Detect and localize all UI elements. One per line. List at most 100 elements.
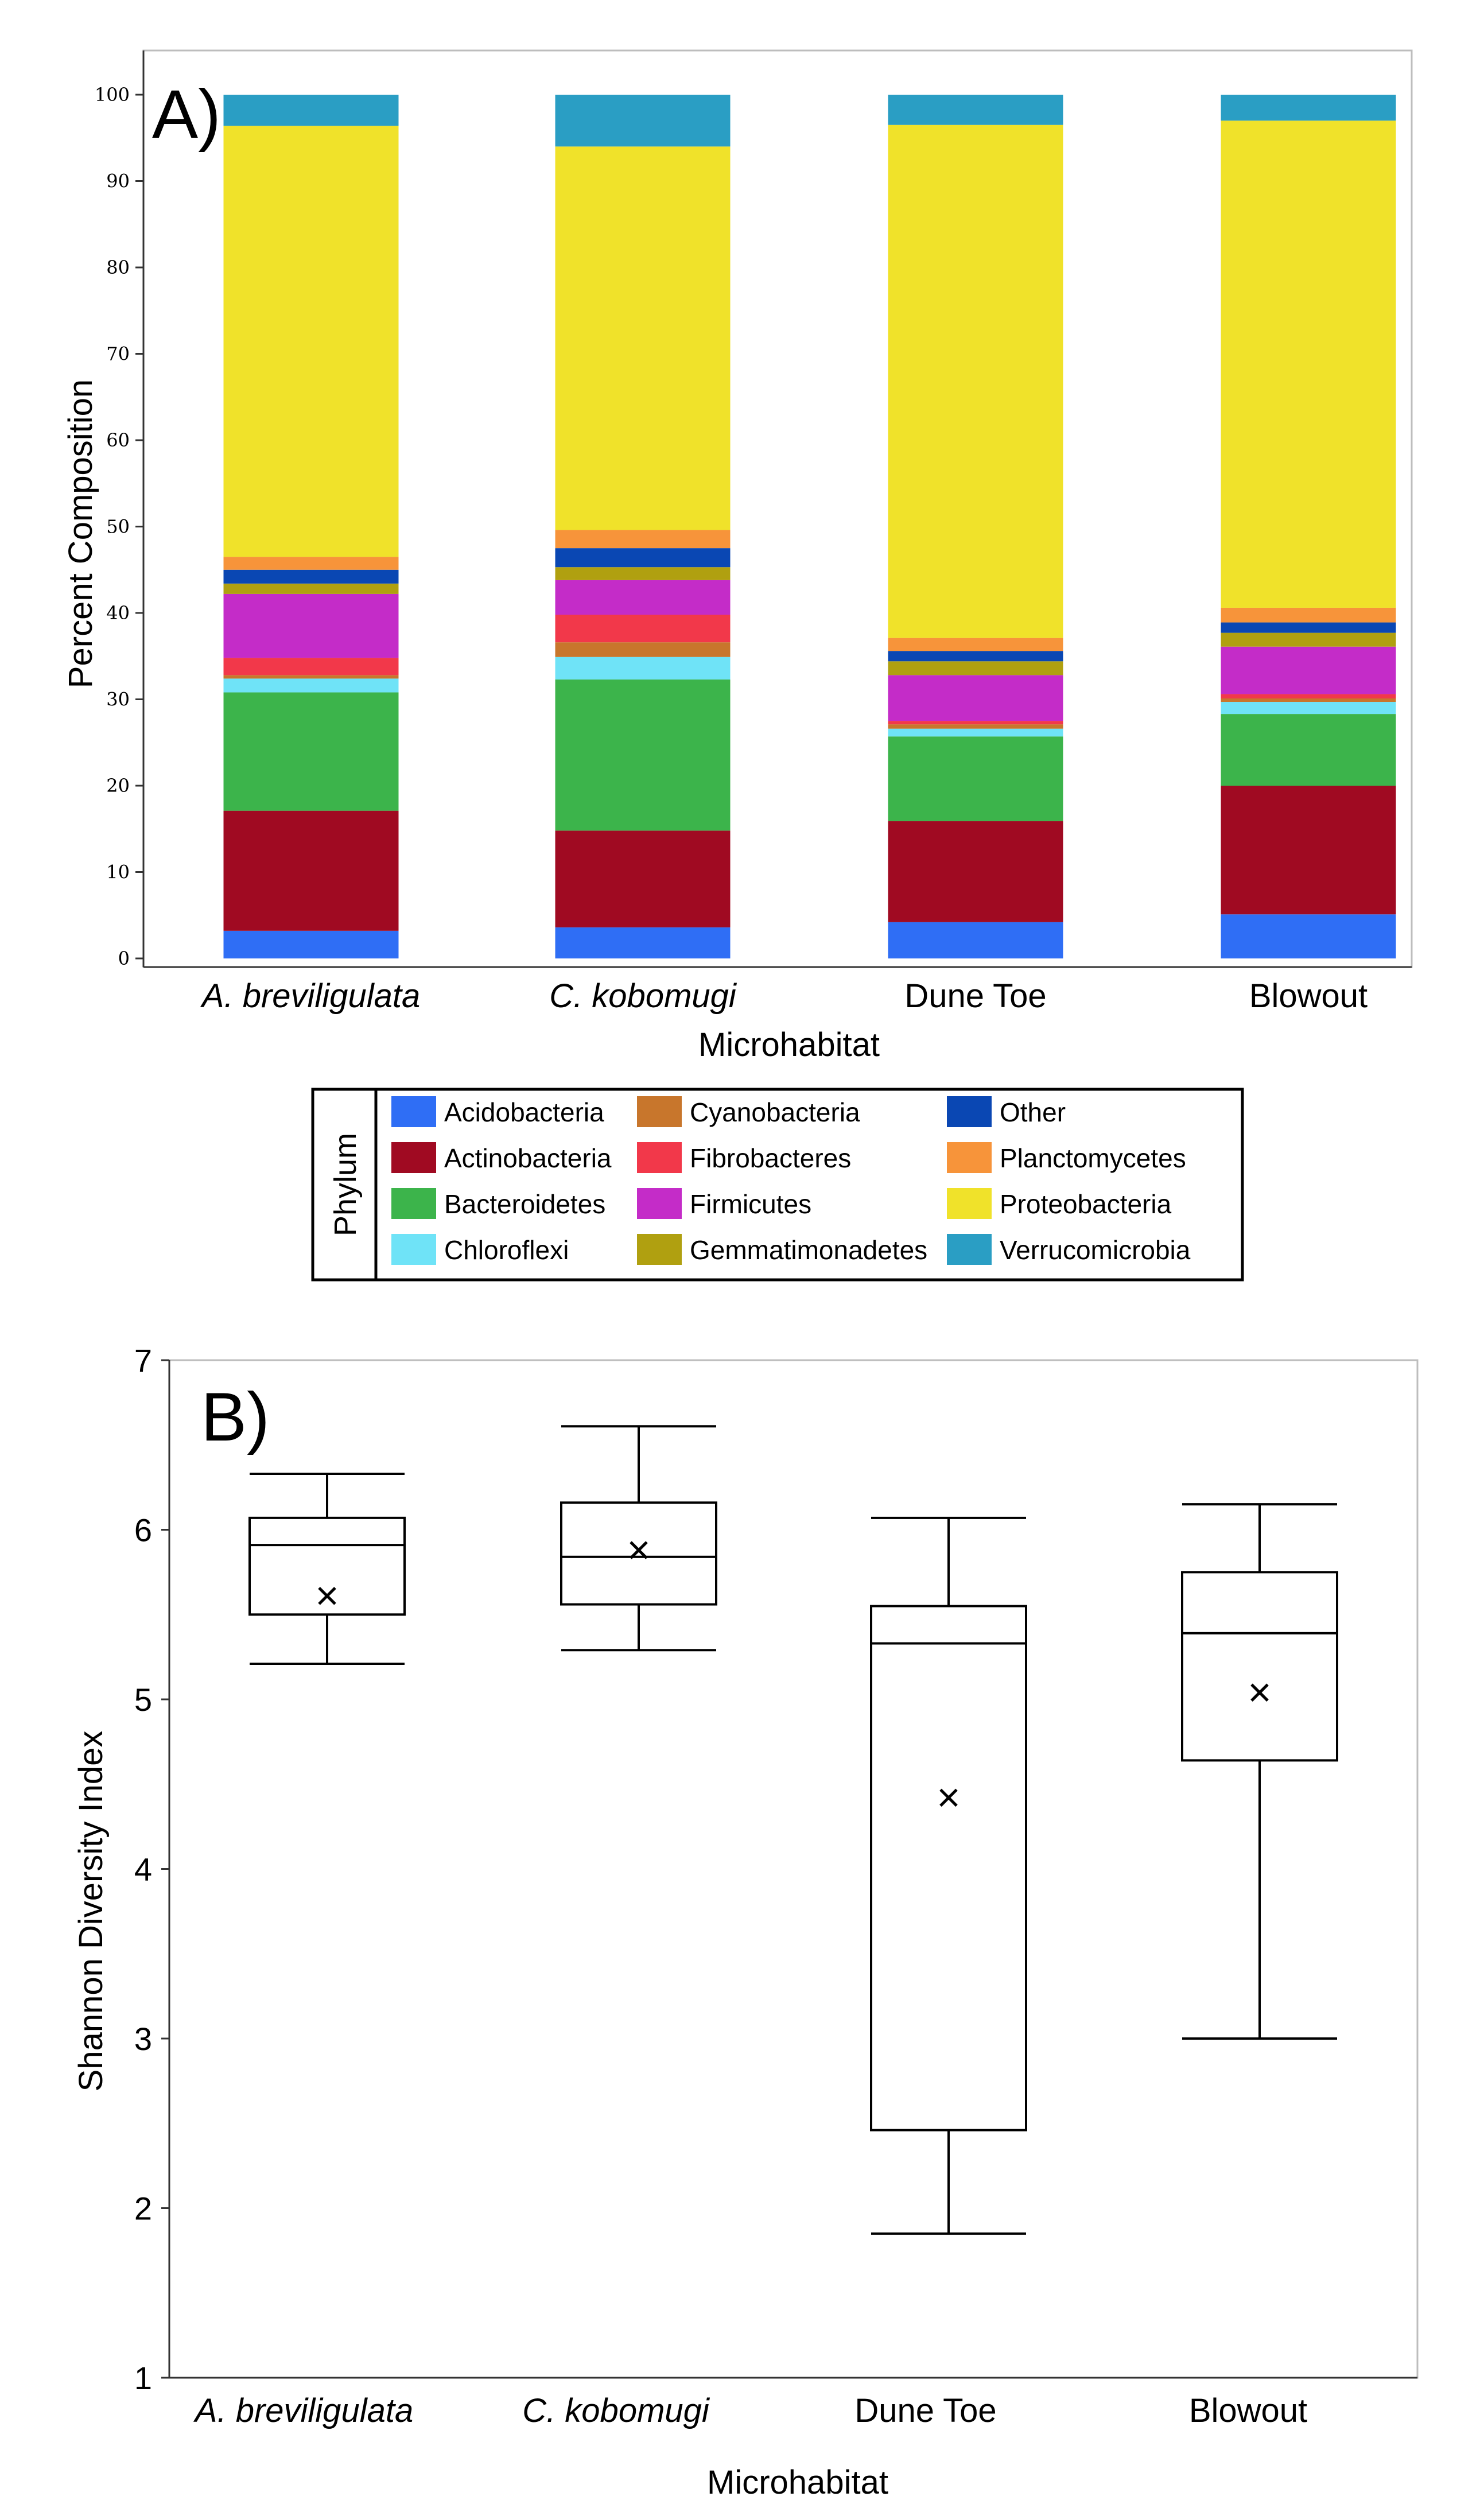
- panel-b-box-plot: 1 2 3 4 5 6 7 A. breviligulata C. kobomugi Dune …: [72, 1342, 1419, 2501]
- legend-swatch: [637, 1234, 682, 1265]
- bar-stack-blowout: [1221, 95, 1396, 958]
- legend-label: Actinobacteria: [444, 1143, 612, 1173]
- panel-b-y-tick-label: 4: [134, 1851, 152, 1888]
- iqr-box: [248, 1516, 406, 1616]
- legend-swatch: [637, 1142, 682, 1173]
- mean-marker-stroke: [630, 1541, 648, 1559]
- panel-a-category-label: A. breviligulata: [200, 977, 420, 1015]
- bar-segment-bacteroidetes: [223, 692, 399, 811]
- panel-a-y-tick-label: 60: [106, 429, 130, 451]
- panel-a-y-tick-label: 40: [106, 602, 130, 624]
- bar-segment-gemmatimonadetes: [555, 567, 731, 580]
- legend-swatch: [637, 1188, 682, 1219]
- bar-segment-proteobacteria: [888, 125, 1063, 638]
- bar-segment-verrucomicrobia: [888, 95, 1063, 125]
- bar-stack-a-breviligulata: [223, 95, 399, 958]
- legend-swatch: [947, 1188, 992, 1219]
- legend-label: Cyanobacteria: [690, 1097, 860, 1127]
- panel-a-y-tick-label: 0: [118, 948, 130, 969]
- bar-segment-planctomycetes: [888, 638, 1063, 651]
- panel-a-y-ticks: 0 10 20 30 40 50 60 70 80 90 100: [95, 84, 143, 969]
- panel-b-y-tick-label: 7: [134, 1342, 152, 1379]
- panel-a-y-tick-label: 30: [106, 689, 130, 711]
- bar-segment-fibrobacteres: [223, 658, 399, 675]
- legend-item-bacteroidetes: Bacteroidetes: [391, 1188, 605, 1219]
- panel-a-y-axis-title: Percent Composition: [62, 379, 99, 688]
- bar-segment-actinobacteria: [888, 821, 1063, 922]
- panel-a-category-label: C. kobomugi: [549, 977, 737, 1015]
- legend-label: Bacteroidetes: [444, 1189, 605, 1219]
- mean-marker-stroke: [939, 1788, 958, 1807]
- bar-segment-proteobacteria: [555, 146, 731, 530]
- bar-segment-gemmatimonadetes: [223, 583, 399, 594]
- panel-a-y-tick-label: 100: [95, 84, 130, 106]
- legend-swatch: [391, 1096, 436, 1127]
- panel-b-category-labels: A. breviligulata C. kobomugi Dune Toe Blowo…: [193, 2392, 1307, 2429]
- box-dune-toe: [870, 1516, 1027, 2235]
- bar-segment-acidobacteria: [223, 930, 399, 958]
- panel-a-y-tick-label: 20: [106, 775, 130, 797]
- legend-label: Proteobacteria: [1000, 1189, 1172, 1219]
- bar-segment-fibrobacteres: [555, 615, 731, 643]
- bar-segment-cyanobacteria: [555, 642, 731, 657]
- panel-a-letter: A): [152, 76, 221, 153]
- legend-swatch: [391, 1234, 436, 1265]
- panel-b-y-tick-label: 3: [134, 2021, 152, 2057]
- panel-b-category-label: A. breviligulata: [193, 2392, 413, 2429]
- iqr-box: [870, 1605, 1027, 2132]
- legend-label: Firmicutes: [690, 1189, 811, 1219]
- bar-segment-chloroflexi: [555, 657, 731, 680]
- legend-label: Fibrobacteres: [690, 1143, 851, 1173]
- panel-b-y-tick-label: 2: [134, 2191, 152, 2227]
- bar-segment-actinobacteria: [555, 830, 731, 927]
- panel-a-y-tick-label: 80: [106, 257, 130, 278]
- panel-b-category-label: C. kobomugi: [522, 2392, 710, 2429]
- bar-segment-gemmatimonadetes: [888, 661, 1063, 675]
- legend-swatch: [637, 1096, 682, 1127]
- bar-segment-proteobacteria: [223, 126, 399, 557]
- legend-item-chloroflexi: Chloroflexi: [391, 1234, 569, 1265]
- bar-segment-bacteroidetes: [1221, 714, 1396, 786]
- panel-a-category-label: Blowout: [1249, 977, 1368, 1015]
- panel-b-y-tick-label: 5: [134, 1682, 152, 1718]
- bar-segment-other: [223, 569, 399, 584]
- iqr-box: [560, 1501, 717, 1606]
- legend-label: Chloroflexi: [444, 1235, 569, 1265]
- bar-segment-acidobacteria: [888, 922, 1063, 958]
- bar-segment-other: [1221, 622, 1396, 633]
- legend-swatch: [391, 1142, 436, 1173]
- box-blowout: [1181, 1503, 1338, 2040]
- legend-label: Planctomycetes: [1000, 1143, 1186, 1173]
- panel-a-category-label: Dune Toe: [904, 977, 1046, 1015]
- bar-segment-bacteroidetes: [555, 679, 731, 831]
- bar-segment-chloroflexi: [1221, 702, 1396, 715]
- bar-stack-dune-toe: [888, 95, 1063, 958]
- bar-segment-verrucomicrobia: [555, 95, 731, 147]
- legend-item-proteobacteria: Proteobacteria: [947, 1188, 1172, 1219]
- bar-segment-verrucomicrobia: [1221, 95, 1396, 121]
- panel-a-stacked-bar-chart: 0 10 20 30 40 50 60 70 80 90 100 A. breviligulata C…: [62, 49, 1413, 1063]
- mean-marker-stroke: [1250, 1683, 1269, 1702]
- bar-segment-planctomycetes: [223, 557, 399, 570]
- panel-b-y-ticks: 1 2 3 4 5 6 7: [134, 1342, 169, 2396]
- panel-a-bars: [223, 95, 1396, 958]
- legend-item-planctomycetes: Planctomycetes: [947, 1142, 1186, 1173]
- panel-a-y-tick-label: 90: [106, 170, 130, 192]
- legend-frame: [311, 1088, 1244, 1282]
- panel-b-boxes: [248, 1425, 1338, 2235]
- panel-a-y-tick-label: 10: [106, 861, 130, 883]
- bar-segment-acidobacteria: [1221, 914, 1396, 958]
- bar-segment-gemmatimonadetes: [1221, 632, 1396, 647]
- bar-segment-firmicutes: [888, 675, 1063, 721]
- panel-b-category-label: Blowout: [1189, 2392, 1307, 2429]
- bar-segment-chloroflexi: [888, 728, 1063, 737]
- legend-item-gemmatimonadetes: Gemmatimonadetes: [637, 1234, 927, 1265]
- legend-item-firmicutes: Firmicutes: [637, 1188, 811, 1219]
- bar-segment-actinobacteria: [223, 810, 399, 931]
- panel-a-x-axis-title: Microhabitat: [698, 1026, 880, 1063]
- legend-item-cyanobacteria: Cyanobacteria: [637, 1096, 860, 1127]
- bar-segment-cyanobacteria: [888, 724, 1063, 729]
- legend-swatch: [947, 1096, 992, 1127]
- legend-swatch: [391, 1188, 436, 1219]
- legend-swatch: [947, 1142, 992, 1173]
